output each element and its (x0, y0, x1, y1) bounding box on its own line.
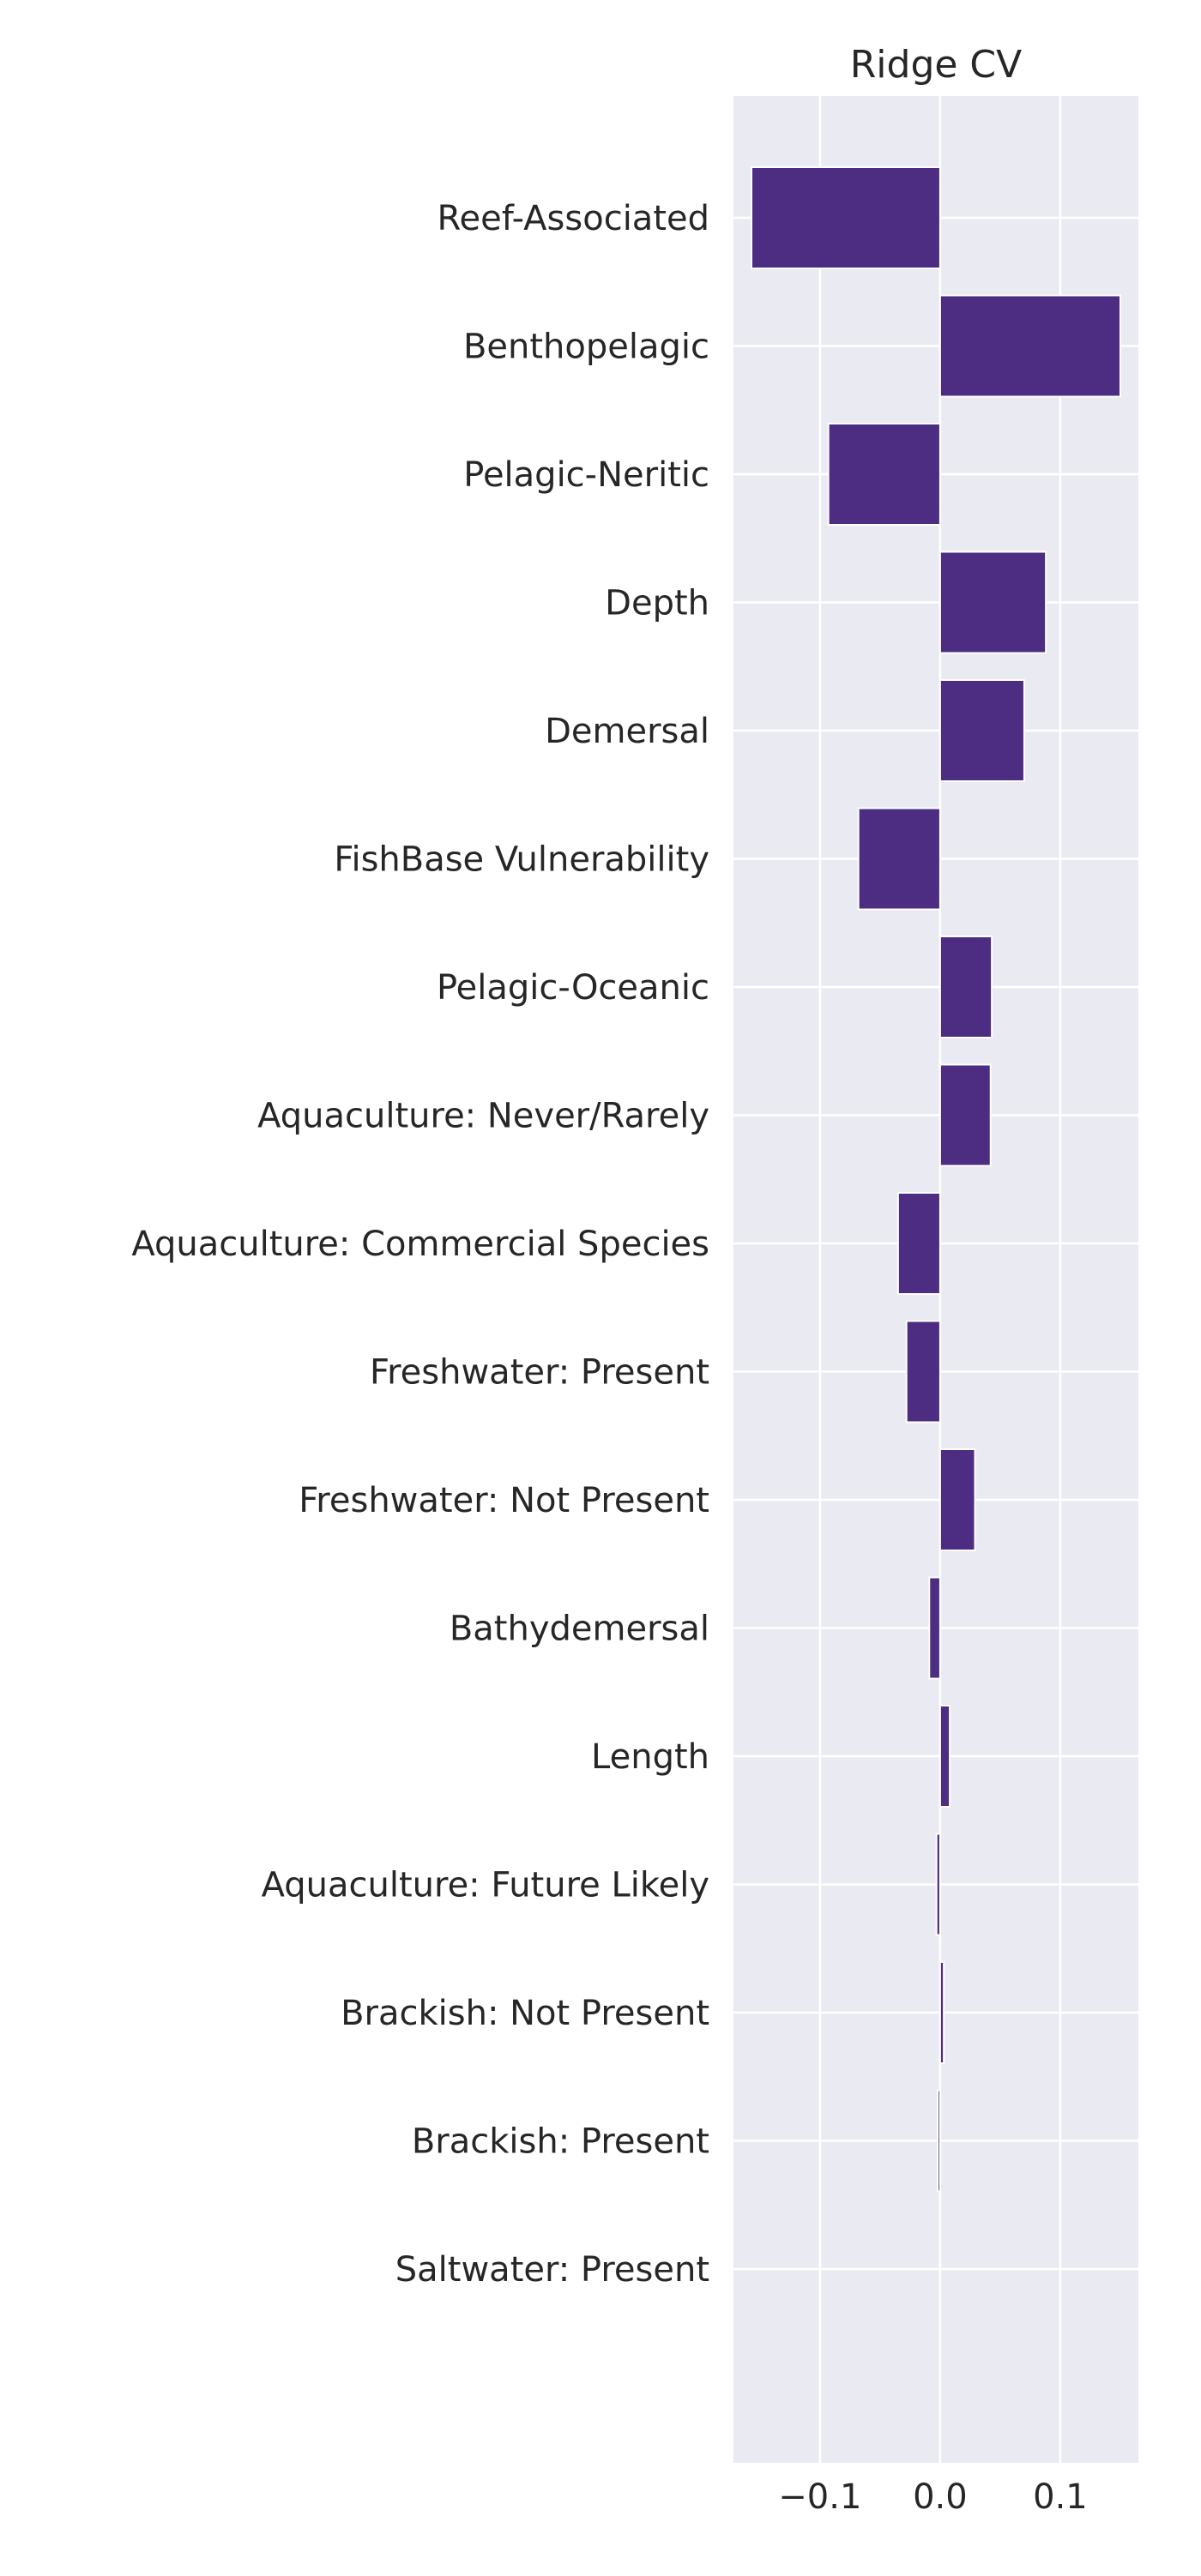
category-label: Pelagic-Neritic (463, 455, 709, 495)
category-label: Aquaculture: Never/Rarely (257, 1097, 709, 1136)
category-label: Pelagic-Oceanic (437, 968, 709, 1008)
bars (751, 166, 1121, 2193)
category-label: Reef-Associated (438, 199, 709, 238)
category-label: Brackish: Not Present (341, 1994, 709, 2033)
bar-depth (938, 551, 1047, 654)
category-label: Aquaculture: Commercial Species (131, 1225, 709, 1264)
category-label: Aquaculture: Future Likely (262, 1866, 709, 1905)
category-label: Freshwater: Present (370, 1353, 709, 1393)
x-tick-label: 0.1 (1033, 2477, 1088, 2517)
category-label: Bathydemersal (450, 1610, 709, 1649)
bar-reef-associated (751, 166, 941, 269)
bar-demersal (938, 679, 1025, 782)
category-label: Depth (605, 584, 709, 623)
bar-aquaculture-never-rarely (938, 1063, 992, 1167)
bar-freshwater-not-present (938, 1448, 976, 1551)
bar-length (938, 1705, 951, 1808)
bar-aquaculture-future-likely (935, 1833, 941, 1936)
category-label: Demersal (545, 712, 709, 751)
category-label: Brackish: Present (412, 2122, 709, 2162)
bar-bathydemersal (928, 1576, 941, 1680)
bar-benthopelagic (938, 294, 1121, 398)
x-tick-label: 0.0 (913, 2477, 968, 2517)
category-labels: Reef-Associated Benthopelagic Pelagic-Neri… (131, 199, 709, 2290)
bar-aquaculture-commercial-species (896, 1192, 941, 1295)
bar-brackish-not-present (938, 1961, 945, 2064)
bar-pelagic-oceanic (938, 936, 993, 1038)
category-label: Saltwater: Present (395, 2250, 709, 2290)
bar-brackish-present (937, 2089, 941, 2193)
x-tick-labels: −0.1 0.0 0.1 (778, 2477, 1088, 2517)
bar-pelagic-neritic (827, 423, 941, 526)
category-label: Length (591, 1737, 709, 1777)
bar-fishbase-vulnerability (857, 807, 941, 911)
x-tick-label: −0.1 (778, 2477, 861, 2517)
bar-freshwater-present (905, 1320, 941, 1423)
category-label: Freshwater: Not Present (299, 1481, 709, 1520)
chart-title: Ridge CV (850, 43, 1023, 87)
category-label: FishBase Vulnerability (334, 840, 709, 880)
category-label: Benthopelagic (463, 328, 709, 367)
